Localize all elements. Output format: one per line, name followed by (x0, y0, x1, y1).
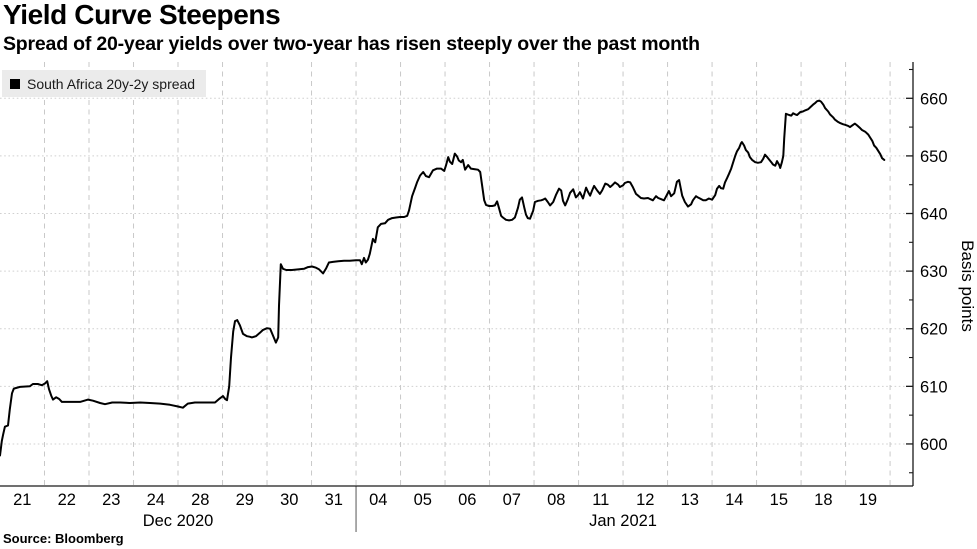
x-tick-label: 08 (547, 491, 565, 509)
y-tick-label: 610 (920, 378, 948, 396)
y-tick-labels: 600 610 620 630 640 650 660 (920, 90, 948, 454)
source-note: Source: Bloomberg (3, 531, 124, 546)
y-tick-label: 650 (920, 148, 948, 166)
x-tick-labels: 21 22 23 24 28 29 30 31 04 05 06 07 08 11 12 13 14 15 18 19 (13, 491, 877, 509)
x-tick-label: 28 (191, 491, 209, 509)
x-tick-label: 13 (681, 491, 699, 509)
x-gridlines (44, 62, 891, 486)
legend-marker-icon (10, 78, 20, 89)
x-tick-label: 30 (280, 491, 298, 509)
y-ticks (906, 68, 913, 474)
legend: South Africa 20y-2y spread (2, 70, 207, 97)
x-tick-label: 29 (236, 491, 254, 509)
x-tick-label: 19 (859, 491, 877, 509)
x-tick-label: 18 (814, 491, 832, 509)
chart-title: Yield Curve Steepens (3, 0, 281, 30)
x-tick-label: 04 (369, 491, 387, 509)
x-tick-label: 12 (636, 491, 654, 509)
x-tick-label: 15 (770, 491, 788, 509)
y-gridlines (0, 97, 913, 445)
chart-subtitle: Spread of 20-year yields over two-year h… (3, 33, 700, 55)
x-tick-label: 31 (325, 491, 343, 509)
y-axis-title: Basis points (958, 240, 977, 332)
x-tick-label: 06 (458, 491, 476, 509)
x-tick-label: 23 (102, 491, 120, 509)
legend-label: South Africa 20y-2y spread (27, 75, 196, 92)
x-tick-label: 24 (147, 491, 165, 509)
y-tick-label: 620 (920, 321, 948, 339)
y-tick-label: 660 (920, 90, 948, 108)
x-tick-label: 21 (13, 491, 31, 509)
x-tick-label: 22 (58, 491, 76, 509)
x-tick-label: 07 (503, 491, 521, 509)
x-tick-label: 11 (592, 491, 609, 509)
series-line (0, 99, 886, 457)
y-tick-label: 630 (920, 263, 948, 281)
month-label: Dec 2020 (143, 512, 214, 530)
y-tick-label: 600 (920, 436, 948, 454)
x-tick-label: 05 (414, 491, 432, 509)
month-label: Jan 2021 (589, 512, 657, 530)
x-tick-label: 14 (725, 491, 743, 509)
y-tick-label: 640 (920, 206, 948, 224)
